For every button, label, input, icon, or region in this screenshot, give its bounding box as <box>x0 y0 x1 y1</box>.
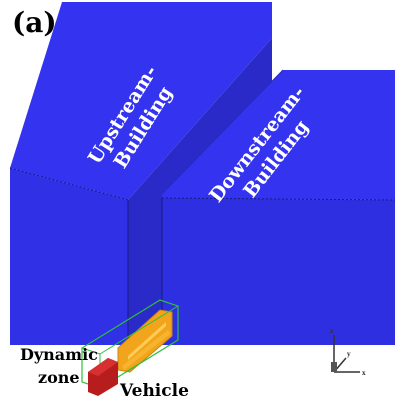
axis-indicator: z y x <box>330 328 366 377</box>
dynamic-zone-label-line1: Dynamic <box>20 345 98 364</box>
vehicle-label: Vehicle <box>119 381 189 401</box>
downstream-building <box>161 69 396 345</box>
upstream-building-top <box>10 2 272 200</box>
ground <box>10 345 395 400</box>
x-axis-label: x <box>362 370 366 377</box>
downstream-edge-top <box>161 197 396 201</box>
upstream-building-front <box>10 168 128 345</box>
downstream-building-front <box>162 198 395 345</box>
z-axis-label: z <box>330 328 334 335</box>
panel-label: (a) <box>12 6 57 39</box>
vehicle-group <box>117 309 173 373</box>
dynamic-zone-block <box>88 358 118 396</box>
dynamic-zone-label-line2: zone <box>38 368 80 387</box>
upstream-edge-top <box>9 167 129 201</box>
y-axis-label: y <box>346 351 351 358</box>
dynamic-zone-outline <box>81 299 179 389</box>
